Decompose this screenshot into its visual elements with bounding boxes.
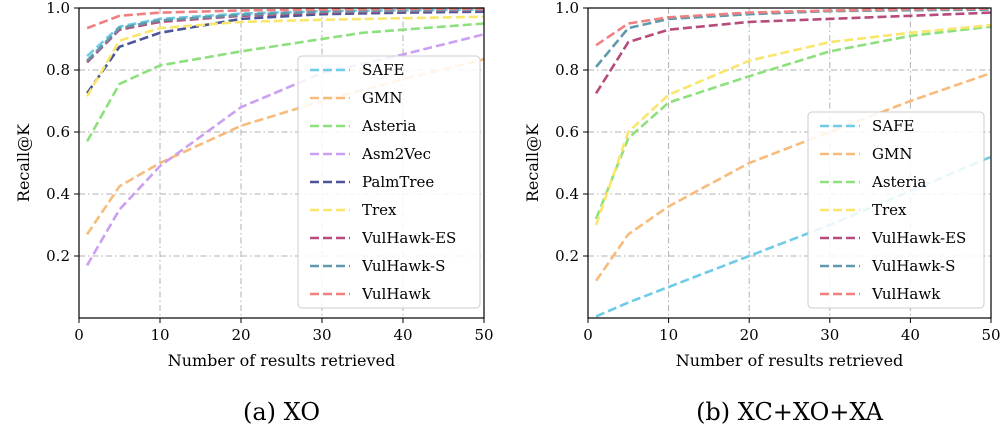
legend-label-asteria: Asteria: [361, 117, 416, 135]
legend-label-gmn: GMN: [362, 89, 402, 107]
legend-box: [807, 111, 985, 309]
legend-label-safe: SAFE: [872, 117, 914, 135]
plot-frame: [587, 7, 992, 319]
y-tick-label: 0.6: [555, 123, 579, 141]
x-tick-label: 10: [659, 326, 678, 344]
x-tick-label: 20: [231, 326, 250, 344]
legend-label-vulhawk: VulHawk: [871, 285, 941, 303]
y-tick-label: 1.0: [555, 0, 579, 17]
x-tick-label: 30: [820, 326, 839, 344]
series-line-vulhawk-s: [86, 8, 484, 62]
legend: SAFE GMN Asteria Asm2Vec PalmTree Trex VulHawk…: [297, 55, 481, 309]
x-axis-label: Number of results retrieved: [168, 351, 396, 370]
legend-label-safe: SAFE: [362, 61, 404, 79]
y-tick-label: 0.8: [46, 61, 70, 79]
y-tick-label: 1.0: [46, 0, 70, 17]
x-tick-label: 0: [74, 326, 84, 344]
x-tick-label: 30: [312, 326, 331, 344]
series-line-vulhawk: [86, 7, 484, 30]
series-line-asteria: [594, 25, 991, 220]
x-tick-label: 50: [474, 326, 493, 344]
legend-label-vulhawk-es: VulHawk-ES: [361, 229, 456, 247]
legend: SAFE GMN Asteria Trex VulHawk-ES VulHawk-S Vul…: [807, 111, 985, 309]
legend-label-vulhawk-es: VulHawk-ES: [871, 229, 966, 247]
x-axis-label: Number of results retrieved: [676, 351, 904, 370]
legend-label-vulhawk-s: VulHawk-S: [871, 257, 955, 275]
chart-panel-1: 0 10 20 30 40 50 0.2 0.4 0.6 0.8 1.0 Number of resu…: [14, 0, 494, 426]
legend-label-vulhawk: VulHawk: [361, 285, 431, 303]
series-line-vulhawk-s: [595, 8, 991, 68]
series-lines: [85, 7, 484, 266]
series-line-gmn: [86, 57, 484, 236]
y-axis-label: Recall@K: [523, 123, 542, 202]
panel-caption: (b) XC+XO+XA: [696, 398, 884, 426]
x-tick-label: 0: [583, 326, 593, 344]
legend-label-trex: Trex: [362, 201, 397, 219]
legend-label-gmn: GMN: [872, 145, 912, 163]
series-line-gmn: [595, 71, 991, 282]
y-tick-label: 0.8: [555, 61, 579, 79]
series-line-asteria: [85, 22, 484, 142]
legend-label-trex: Trex: [872, 201, 907, 219]
chart-panel-2: 0 10 20 30 40 50 0.2 0.4 0.6 0.8 1.0 Number of resu…: [523, 0, 1001, 426]
x-tick-label: 50: [981, 326, 1000, 344]
y-tick-label: 0.4: [555, 185, 579, 203]
y-tick-label: 0.6: [46, 123, 70, 141]
x-tick-label: 40: [901, 326, 920, 344]
y-tick-label: 0.2: [555, 247, 579, 265]
legend-label-asm2vec: Asm2Vec: [361, 145, 431, 163]
x-tick-label: 10: [150, 326, 169, 344]
x-tick-label: 20: [740, 326, 759, 344]
series-line-trex: [594, 23, 991, 226]
series-line-vulhawk: [595, 7, 991, 47]
series-line-asm2vec: [85, 33, 484, 266]
panel-caption: (a) XO: [243, 398, 320, 426]
series-line-palmtree: [86, 10, 484, 95]
y-tick-label: 0.4: [46, 185, 70, 203]
y-axis-label: Recall@K: [14, 123, 33, 202]
legend-label-palmtree: PalmTree: [362, 173, 434, 191]
legend-box: [297, 55, 481, 309]
x-tick-label: 40: [393, 326, 412, 344]
series-line-trex: [85, 15, 484, 98]
legend-label-vulhawk-s: VulHawk-S: [361, 257, 445, 275]
series-line-vulhawk-es: [594, 11, 991, 94]
plot-frame: [78, 7, 485, 319]
y-tick-label: 0.2: [46, 247, 70, 265]
legend-label-asteria: Asteria: [871, 173, 926, 191]
